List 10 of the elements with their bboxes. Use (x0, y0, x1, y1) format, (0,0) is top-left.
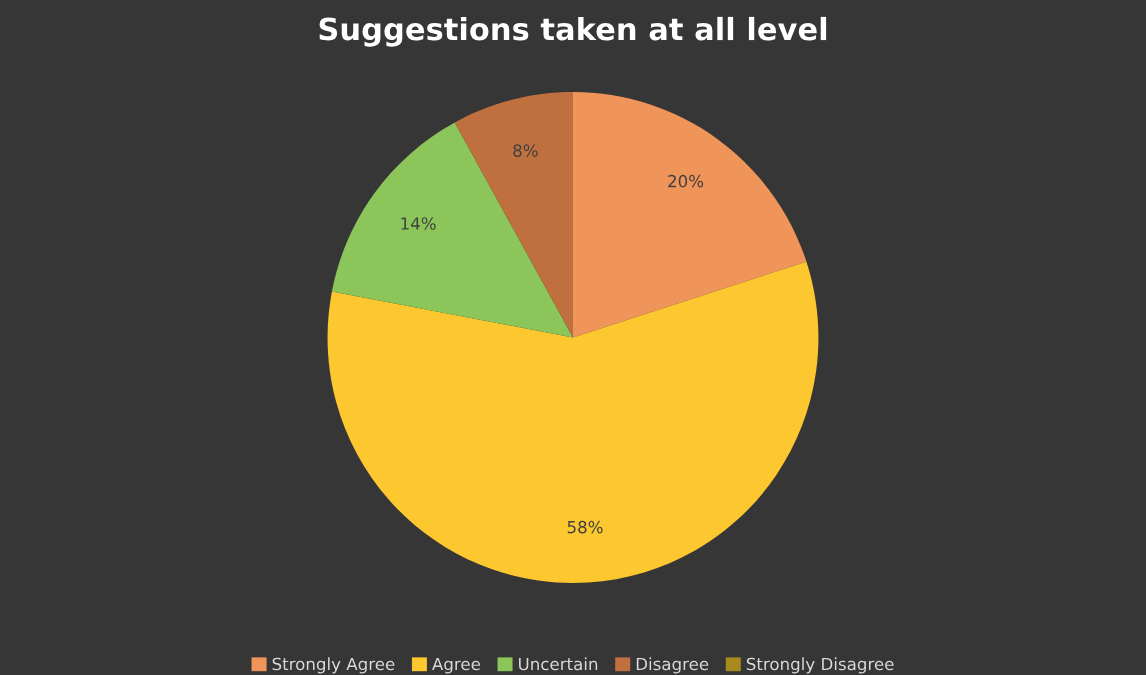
legend-label: Strongly Agree (272, 657, 395, 674)
legend-label: Agree (432, 657, 480, 674)
legend-label: Strongly Disagree (746, 657, 894, 674)
data-label: 8% (513, 144, 538, 157)
data-label: 14% (401, 217, 436, 230)
data-label: 20% (668, 174, 704, 188)
legend-label: Uncertain (519, 657, 598, 671)
legend-label: Disagree (636, 657, 709, 674)
chart-title: Suggestions taken at all level (319, 16, 827, 47)
data-label: 58% (567, 520, 603, 534)
